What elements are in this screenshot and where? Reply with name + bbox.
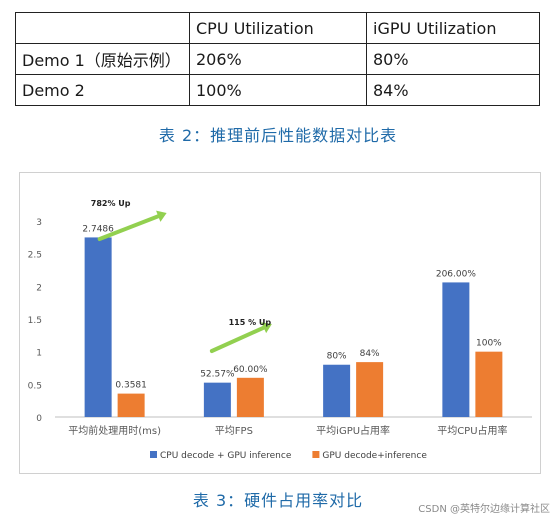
table-caption: 表 2：推理前后性能数据对比表 <box>158 126 398 145</box>
bar <box>323 364 351 417</box>
y-tick-label: 0.5 <box>28 381 42 391</box>
bar <box>84 237 112 417</box>
y-tick-label: 2.5 <box>28 251 42 261</box>
legend-swatch <box>150 451 157 458</box>
chart-caption: 表 3：硬件占用率对比 <box>192 491 364 510</box>
data-label: 60.00% <box>233 365 268 375</box>
table-cell <box>15 12 190 44</box>
y-tick-label: 1.5 <box>28 316 42 326</box>
data-label: 100% <box>476 339 502 349</box>
bar-chart: 0 0.5 1 1.5 2 2.5 3 2.7486 0.3581 平均前处理用时(ms) 52.5… <box>28 199 532 461</box>
x-tick-label: 平均FPS <box>215 425 253 437</box>
bar <box>475 351 503 417</box>
x-tick-label: 平均iGPU占用率 <box>316 424 390 437</box>
table-cell: Demo 2 <box>15 74 190 106</box>
table-cell: 84% <box>366 74 540 106</box>
trend-arrow <box>97 214 161 241</box>
legend-label: GPU decode+inference <box>322 451 427 461</box>
watermark: CSDN @英特尔边缘计算社区 <box>418 504 550 515</box>
x-tick-label: 平均CPU占用率 <box>437 424 507 437</box>
table-row: Demo 1（原始示例） 206% 80% <box>15 43 540 75</box>
bar <box>203 382 231 417</box>
annotation-label: 782% Up <box>91 199 131 208</box>
bar <box>117 393 145 417</box>
trend-arrow <box>209 325 266 353</box>
comparison-table: CPU Utilization iGPU Utilization Demo 1（原始… <box>15 12 540 106</box>
data-label: 80% <box>327 352 347 362</box>
data-label: 84% <box>360 349 380 359</box>
bar <box>236 377 264 417</box>
table-cell: Demo 1（原始示例） <box>15 43 190 75</box>
data-label: 206.00% <box>436 269 476 279</box>
data-label: 2.7486 <box>82 224 114 234</box>
y-tick-label: 0 <box>36 414 42 424</box>
trend-arrow-head <box>156 210 167 222</box>
table-cell: 80% <box>366 43 540 75</box>
table-cell: CPU Utilization <box>189 12 367 44</box>
y-tick-label: 3 <box>36 218 42 228</box>
table-cell: iGPU Utilization <box>366 12 540 44</box>
legend-swatch <box>312 451 320 458</box>
chart-container: 0 0.5 1 1.5 2 2.5 3 2.7486 0.3581 平均前处理用时(ms) 52.5… <box>19 172 541 474</box>
data-label: 0.3581 <box>115 381 147 391</box>
table-cell: 206% <box>189 43 367 75</box>
x-tick-label: 平均前处理用时(ms) <box>68 424 161 437</box>
table-header-row: CPU Utilization iGPU Utilization <box>15 12 540 44</box>
y-tick-label: 2 <box>36 283 42 293</box>
bar <box>442 282 470 417</box>
y-tick-label: 1 <box>36 349 42 359</box>
bar <box>356 362 384 417</box>
data-label: 52.57% <box>200 370 235 380</box>
annotation-label: 115 % Up <box>229 318 272 327</box>
trend-arrow-head <box>261 322 272 334</box>
table-row: Demo 2 100% 84% <box>15 74 540 106</box>
table-cell: 100% <box>189 74 367 106</box>
legend-label: CPU decode + GPU inference <box>160 451 292 461</box>
